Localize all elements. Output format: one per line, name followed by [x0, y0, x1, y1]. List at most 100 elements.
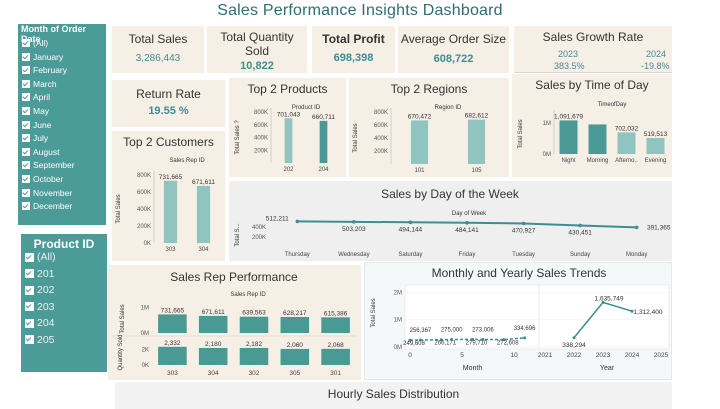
- x-axis-label: Year: [600, 365, 615, 372]
- month-filter-item[interactable]: March: [22, 79, 57, 89]
- kpi-total-profit: Total Profit 698,398: [312, 26, 395, 73]
- y-tick-label: 0K: [142, 363, 149, 369]
- month-filter-label: February: [33, 65, 68, 76]
- data-label: 702,032: [615, 125, 639, 132]
- checkbox-icon[interactable]: [22, 93, 30, 102]
- month-filter-item[interactable]: April: [22, 92, 50, 102]
- checkbox-icon[interactable]: [22, 52, 30, 61]
- top-regions-card: Top 2 Regions Region ID Total Sales 200K 400…: [349, 78, 509, 177]
- growth-year-2024: 2024: [646, 49, 667, 59]
- product-filter-panel: Product ID (All) 201 202 203 204 205: [21, 234, 107, 372]
- month-filter-item[interactable]: (All): [22, 38, 48, 48]
- data-point: [578, 223, 582, 228]
- checkbox-icon[interactable]: [22, 134, 30, 143]
- y-tick-label: 400K: [374, 136, 388, 142]
- checkbox-icon[interactable]: [22, 39, 30, 47]
- bar: [239, 347, 269, 365]
- data-label: 2,068: [327, 342, 344, 349]
- x-tick-label: Tuesday: [512, 252, 535, 258]
- data-point: [450, 338, 454, 341]
- month-filter-item[interactable]: January: [22, 52, 63, 62]
- month-filter-item[interactable]: August: [22, 147, 59, 157]
- product-filter-item[interactable]: 205: [25, 334, 55, 346]
- y-tick-label: 0K: [144, 241, 151, 247]
- data-label: 503,203: [342, 226, 366, 233]
- product-filter-item[interactable]: (All): [25, 251, 56, 263]
- x-tick-label: Morning: [587, 158, 609, 164]
- checkbox-icon[interactable]: [22, 202, 30, 211]
- checkbox-icon[interactable]: [22, 147, 30, 156]
- checkbox-icon[interactable]: [22, 120, 30, 129]
- product-filter-title: Product ID: [33, 237, 95, 251]
- month-filter-item[interactable]: December: [22, 201, 72, 211]
- checkbox-icon[interactable]: [22, 161, 30, 170]
- product-filter-label: 201: [37, 267, 55, 280]
- y-tick-label: 200K: [252, 235, 266, 241]
- kpi-average-order: Average Order Size 608,722: [398, 26, 509, 73]
- y-tick-label: 600K: [137, 190, 151, 196]
- chart-title: Sales by Time of Day: [535, 78, 648, 92]
- kpi-total-profit-value: 698,398: [333, 52, 374, 64]
- product-filter-item[interactable]: 203: [25, 301, 55, 313]
- chart-header: Day of Week: [452, 211, 487, 217]
- month-filter-item[interactable]: June: [22, 120, 51, 130]
- bar: [321, 317, 350, 333]
- checkbox-icon[interactable]: [25, 285, 34, 295]
- data-point: [408, 220, 413, 225]
- time-of-day-chart: Sales by Time of Day TimeofDay Total Sales…: [518, 78, 668, 164]
- x-tick-label: 303: [165, 247, 176, 253]
- x-tick-label: 2024: [625, 352, 640, 359]
- month-filter-label: March: [33, 78, 57, 89]
- month-filter-item[interactable]: October: [22, 174, 63, 184]
- month-filter-item[interactable]: July: [22, 133, 48, 143]
- checkbox-icon[interactable]: [22, 175, 30, 183]
- month-filter-item[interactable]: September: [22, 160, 75, 170]
- data-label: 334,696: [514, 326, 536, 332]
- y-axis-label: Total Sales ?: [235, 120, 241, 155]
- y-tick-label: 0M: [543, 152, 551, 158]
- bar: [319, 120, 328, 163]
- x-tick-label: 2025: [654, 352, 669, 359]
- checkbox-icon[interactable]: [25, 335, 34, 344]
- data-label: 660,711: [312, 114, 335, 121]
- data-label: 275,000: [441, 328, 463, 334]
- x-tick-label: 105: [471, 168, 482, 174]
- product-filter-item[interactable]: 202: [25, 284, 55, 296]
- checkbox-icon[interactable]: [25, 302, 34, 311]
- checkbox-icon[interactable]: [25, 269, 34, 278]
- product-filter-label: (All): [37, 251, 56, 263]
- y-axis-label: Total Sales: [353, 123, 359, 152]
- month-filter-item[interactable]: May: [22, 106, 49, 116]
- product-filter-item[interactable]: 201: [25, 268, 55, 280]
- checkbox-icon[interactable]: [22, 107, 30, 115]
- bar: [196, 185, 211, 243]
- y-axis-label: Total Sales: [518, 119, 524, 148]
- kpi-total-quantity-label-2: Sold: [244, 44, 270, 58]
- checkbox-icon[interactable]: [25, 318, 34, 328]
- checkbox-icon[interactable]: [22, 66, 30, 75]
- top-regions-chart: Top 2 Regions Region ID Total Sales 200K 400…: [353, 82, 489, 174]
- data-label: 2,182: [246, 341, 263, 348]
- x-tick-label: 5: [460, 352, 464, 359]
- checkbox-icon[interactable]: [22, 79, 30, 88]
- data-point: [601, 300, 605, 304]
- data-label: 670,472: [408, 113, 432, 120]
- y-tick-label: 400K: [252, 225, 266, 231]
- month-filter-item[interactable]: February: [22, 65, 67, 75]
- data-label: 512,211: [266, 215, 289, 222]
- product-filter-item[interactable]: 204: [25, 317, 55, 329]
- month-filter-label: April: [33, 92, 51, 103]
- sales-rep-chart: Sales Rep Performance Sales Rep ID Total S…: [112, 270, 356, 377]
- y-axis-label: Total S...: [235, 223, 241, 247]
- x-tick-label: 303: [167, 370, 178, 377]
- checkbox-icon[interactable]: [22, 188, 30, 197]
- y-axis-label: Total Sales: [371, 298, 377, 327]
- bar: [239, 316, 269, 333]
- month-filter-item[interactable]: November: [22, 188, 72, 198]
- chart-header: Sales Rep ID: [230, 292, 266, 298]
- kpi-return-rate: Return Rate 19.55 %: [112, 80, 225, 127]
- chart-title: Sales Rep Performance: [170, 270, 298, 284]
- checkbox-icon[interactable]: [25, 252, 34, 262]
- day-of-week-card: Sales by Day of the Week Day of Week Total…: [229, 181, 672, 261]
- data-label: 1,312,400: [634, 309, 663, 316]
